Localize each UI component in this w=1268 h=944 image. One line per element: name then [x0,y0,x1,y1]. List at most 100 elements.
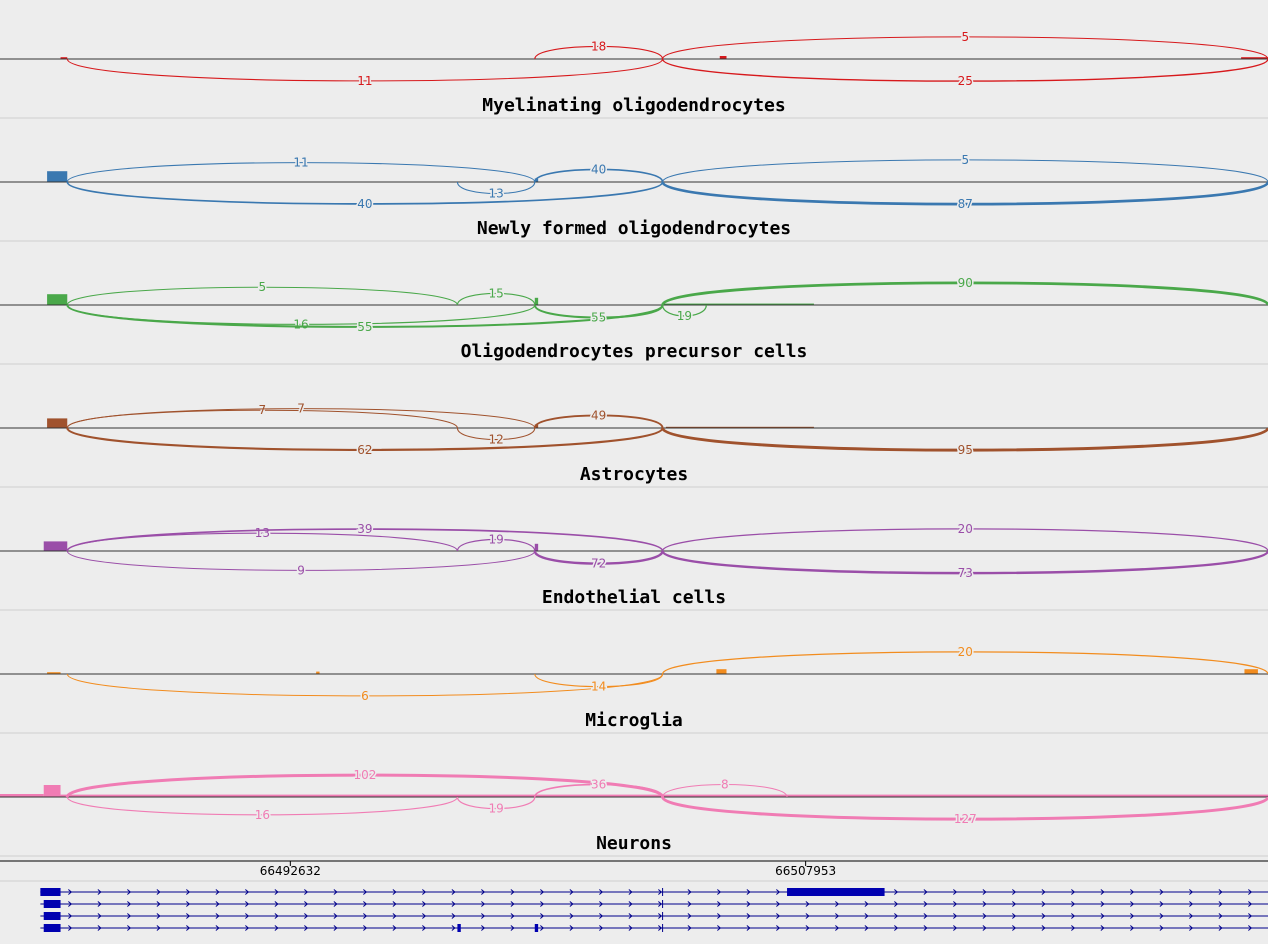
coverage-block [1244,669,1258,674]
strand-arrow [1012,913,1017,919]
strand-arrow [894,925,899,931]
junction-arc [661,549,1268,575]
coverage-block [43,541,68,551]
junction-arc [534,673,664,688]
coverage-block [47,294,68,305]
strand-arrow [569,913,574,919]
strand-arrow [97,925,102,931]
strand-arrow [717,913,722,919]
junction-arc [66,550,536,571]
strand-arrow [392,901,397,907]
strand-arrow [392,913,397,919]
strand-arrow [215,925,220,931]
coverage-block [534,297,539,305]
strand-arrow [97,889,102,895]
junction-arc [66,426,664,451]
junction-count-label: 19 [488,802,503,816]
strand-arrow [1041,889,1046,895]
track-title: Neurons [596,833,672,854]
strand-arrow [1218,901,1223,907]
junction-arc [661,304,707,317]
strand-arrow [540,889,545,895]
strand-arrow [805,913,810,919]
strand-arrow [599,913,604,919]
strand-arrow [245,913,250,919]
junction-count-label: 62 [357,443,372,457]
strand-arrow [864,925,869,931]
strand-arrow [1248,925,1253,931]
junction-count-label: 87 [958,197,973,211]
strand-arrow [1218,913,1223,919]
strand-arrow [68,901,73,907]
exon-block [457,924,461,932]
strand-arrow [481,901,486,907]
junction-arc [456,292,536,306]
junction-arc [66,796,458,816]
strand-arrow [658,901,663,907]
strand-arrow [451,889,456,895]
transcript-2 [40,912,1268,920]
strand-arrow [215,889,220,895]
strand-arrow [127,901,132,907]
junction-count-label: 55 [591,311,606,325]
strand-arrow [156,913,161,919]
junction-arc [66,162,536,183]
strand-arrow [422,901,427,907]
strand-arrow [304,913,309,919]
coverage-block [665,426,814,428]
junction-count-label: 40 [591,162,606,176]
strand-arrow [215,901,220,907]
strand-arrow [805,925,810,931]
strand-arrow [1071,889,1076,895]
strand-arrow [274,889,279,895]
strand-arrow [540,925,545,931]
strand-arrow [127,913,132,919]
strand-arrow [776,913,781,919]
strand-arrow [186,889,191,895]
strand-arrow [1100,925,1105,931]
junction-arc [661,426,1268,452]
junction-arc [66,181,664,205]
strand-arrow [304,901,309,907]
junction-arc [456,427,536,440]
junction-count-label: 16 [255,808,270,822]
strand-arrow [569,889,574,895]
strand-arrow [894,913,899,919]
strand-arrow [835,901,840,907]
strand-arrow [599,925,604,931]
track-2: 5 16 55 15 55 19 90 Oligodendrocytes precursor … [0,274,1268,365]
junction-count-label: 95 [958,443,973,457]
strand-arrow [1159,925,1164,931]
strand-arrow [835,925,840,931]
strand-arrow [363,889,368,895]
strand-arrow [953,889,958,895]
transcript-annotations [40,888,1268,932]
strand-arrow [687,901,692,907]
strand-arrow [1012,889,1017,895]
strand-arrow [215,913,220,919]
strand-arrow [127,889,132,895]
strand-arrow [923,925,928,931]
strand-arrow [923,913,928,919]
exon-block [787,888,885,896]
coverage-block [316,671,320,674]
track-0: 11 18 5 25 Myelinating oligodendrocytes [0,28,1268,119]
junction-count-label: 13 [488,187,503,201]
strand-arrow [776,901,781,907]
junction-arc [661,528,1268,552]
strand-arrow [599,889,604,895]
strand-arrow [156,889,161,895]
strand-arrow [540,913,545,919]
strand-arrow [274,913,279,919]
junction-count-label: 55 [357,320,372,334]
junction-count-label: 90 [958,276,973,290]
strand-arrow [333,901,338,907]
coverage-block [719,56,727,59]
junction-count-label: 73 [958,566,973,580]
strand-arrow [363,901,368,907]
track-3: 7 7 62 12 49 95 Astrocytes [0,400,1268,488]
exon-block [40,888,61,896]
strand-arrow [1130,913,1135,919]
junction-arc [662,784,788,798]
junction-arc [533,783,664,798]
